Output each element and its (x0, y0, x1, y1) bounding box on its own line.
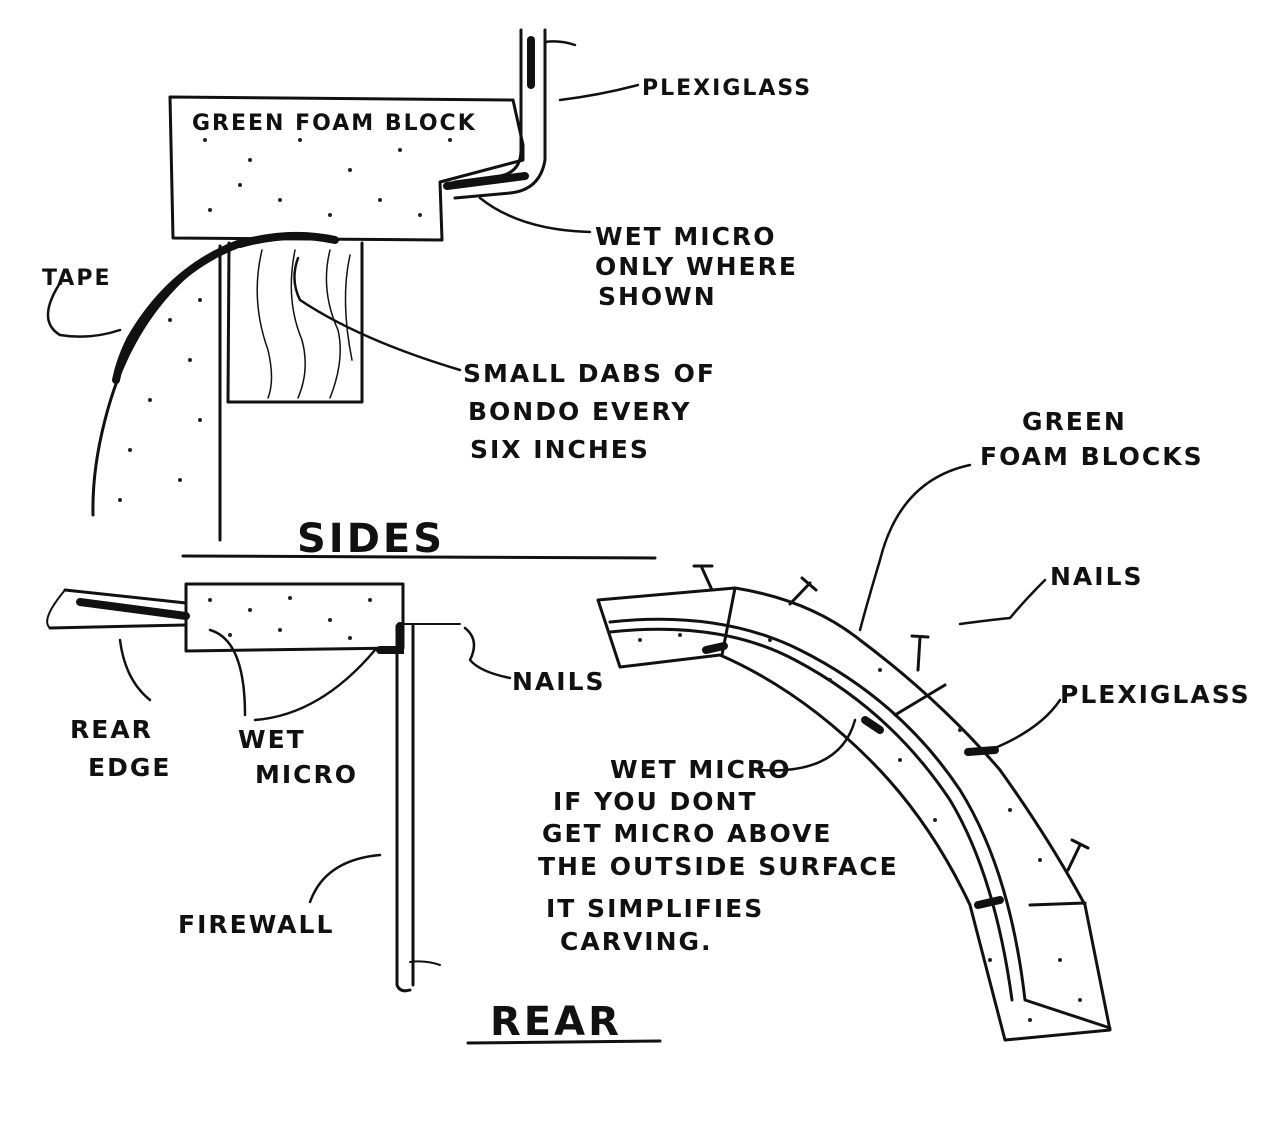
sides-wet-micro-label-2: ONLY WHERE (595, 252, 798, 281)
curved-foam-label-2: FOAM BLOCKS (980, 442, 1204, 471)
curved-note-line-4: THE OUTSIDE SURFACE (538, 852, 899, 881)
sides-heading: SIDES (297, 516, 445, 562)
sides-plexiglass-label: PLEXIGLASS (642, 76, 812, 101)
sides-stipple (118, 138, 452, 502)
curved-stipple (638, 633, 1082, 1022)
rear-foam-block (184, 582, 405, 653)
curved-foam-blocks (596, 586, 1112, 1042)
rear-stipple (208, 596, 372, 640)
sides-tape-label: TAPE (42, 266, 111, 291)
curved-note-line-2: IF YOU DONT (553, 787, 758, 816)
curved-detail (596, 463, 1112, 1042)
sides-leaders (46, 83, 640, 372)
curved-note-line-5: IT SIMPLIFIES (546, 894, 764, 923)
sides-wet-micro-label-1: WET MICRO (595, 222, 776, 251)
rear-leaders (118, 626, 512, 904)
sides-wet-micro-label-3: SHOWN (598, 282, 717, 311)
sides-wet-micro (443, 172, 529, 190)
rear-wet-micro-label-2: MICRO (255, 760, 358, 789)
curved-leaders (758, 463, 1062, 772)
rear-detail (46, 582, 662, 1045)
rear-firewall-label: FIREWALL (178, 910, 334, 939)
sides-fuselage (91, 231, 339, 542)
sides-detail (46, 28, 657, 560)
sides-foam-block-label: GREEN FOAM BLOCK (192, 111, 477, 136)
rear-divider (466, 1039, 662, 1045)
sides-support-block (226, 241, 364, 404)
sides-divider (181, 554, 657, 560)
rear-nails-label: NAILS (512, 667, 606, 696)
curved-nails-label: NAILS (1050, 562, 1144, 591)
sides-bondo-label-3: SIX INCHES (470, 435, 650, 464)
rear-firewall (376, 622, 461, 993)
curved-note-line-3: GET MICRO ABOVE (542, 819, 833, 848)
curved-nails (692, 564, 1090, 872)
rear-wet-micro-label-1: WET (238, 725, 306, 754)
curved-foam-label-1: GREEN (1022, 407, 1127, 436)
rear-edge-label-2: EDGE (88, 753, 171, 782)
rear-heading: REAR (490, 999, 622, 1045)
sides-bondo-label-1: SMALL DABS OF (463, 359, 716, 388)
curved-plexiglass-label: PLEXIGLASS (1060, 680, 1251, 709)
rear-plexiglass (46, 588, 190, 630)
sides-bondo-label-2: BONDO EVERY (468, 397, 691, 426)
sides-foam-block (168, 95, 525, 242)
sides-tape (112, 240, 242, 384)
rear-edge-label-1: REAR (70, 715, 153, 744)
curved-note-line-6: CARVING. (560, 927, 713, 956)
curved-note-line-1: WET MICRO (610, 755, 791, 784)
